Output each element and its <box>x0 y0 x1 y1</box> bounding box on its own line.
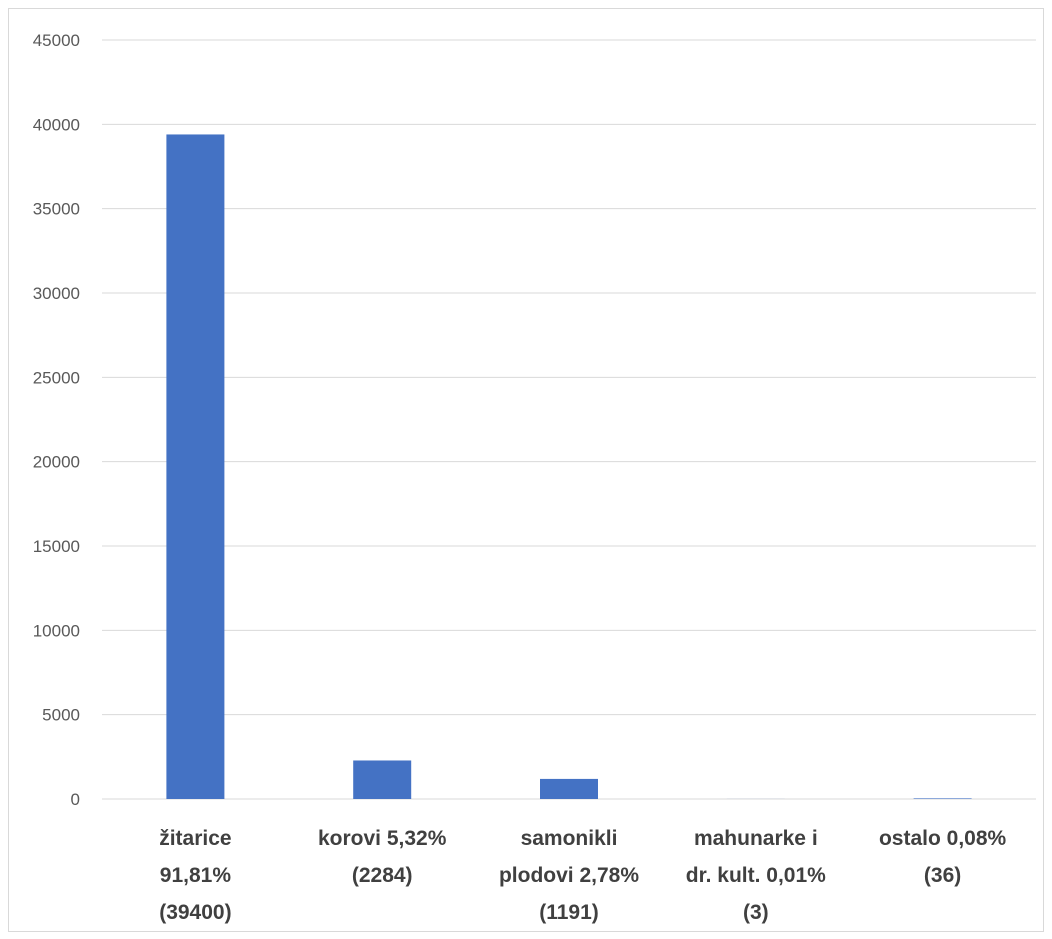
y-tick-label: 25000 <box>33 368 80 387</box>
category-label: mahunarke i dr. kult. 0,01% (3) <box>686 827 826 924</box>
category-label-line: samonikli <box>521 827 618 850</box>
category-label: samonikli plodovi 2,78% (1191) <box>499 827 639 924</box>
y-tick-label: 10000 <box>33 621 80 640</box>
y-tick-label: 0 <box>71 790 80 809</box>
category-label-line: plodovi 2,78% <box>499 864 639 887</box>
category-label-line: 91,81% <box>160 864 232 887</box>
y-tick-label: 20000 <box>33 453 80 472</box>
category-label-line: (39400) <box>159 901 231 924</box>
category-label-line: korovi 5,32% <box>318 827 447 850</box>
category-label: žitarice 91,81% (39400) <box>159 827 231 924</box>
bar <box>353 760 412 799</box>
category-label: korovi 5,32% (2284) <box>318 827 447 887</box>
y-tick-label: 40000 <box>33 115 80 134</box>
bar <box>913 798 972 799</box>
category-label: ostalo 0,08% (36) <box>879 827 1007 887</box>
category-label-line: dr. kult. 0,01% <box>686 864 826 887</box>
category-label-line: (36) <box>924 864 961 887</box>
bar <box>540 778 598 799</box>
category-label-line: ostalo 0,08% <box>879 827 1007 850</box>
category-label-line: (1191) <box>539 901 599 924</box>
y-tick-label: 30000 <box>33 284 80 303</box>
category-label-line: (2284) <box>352 864 413 887</box>
y-tick-label: 45000 <box>33 31 80 50</box>
category-label-line: mahunarke i <box>694 827 818 850</box>
category-label-line: (3) <box>743 901 769 924</box>
y-tick-label: 5000 <box>42 706 80 725</box>
y-tick-label: 15000 <box>33 537 80 556</box>
category-label-line: žitarice <box>159 827 231 850</box>
y-tick-label: 35000 <box>33 200 80 219</box>
bar <box>166 134 225 799</box>
